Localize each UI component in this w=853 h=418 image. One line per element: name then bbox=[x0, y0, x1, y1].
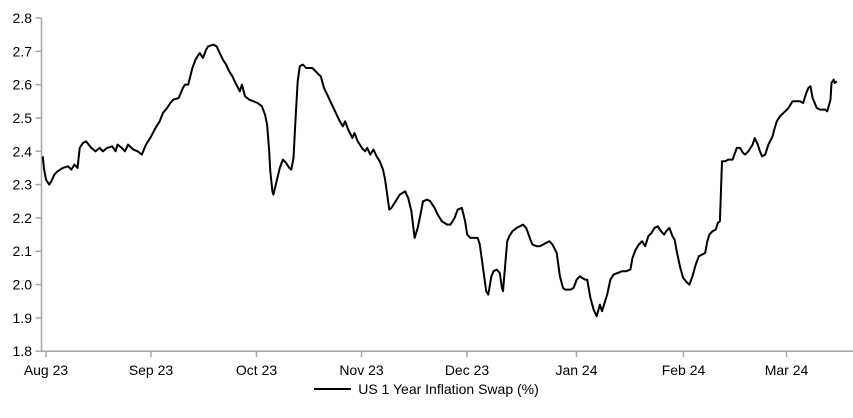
x-tick-label: Sep 23 bbox=[129, 362, 174, 378]
legend-label: US 1 Year Inflation Swap (%) bbox=[358, 381, 539, 397]
x-tick-label: Nov 23 bbox=[339, 362, 384, 378]
y-tick-label: 2.4 bbox=[13, 143, 33, 159]
y-tick-label: 2.3 bbox=[13, 177, 33, 193]
x-tick-label: Feb 24 bbox=[662, 362, 706, 378]
y-tick-label: 2.0 bbox=[13, 277, 33, 293]
series-line bbox=[41, 43, 838, 318]
y-tick-label: 1.8 bbox=[13, 343, 33, 359]
y-tick-label: 2.2 bbox=[13, 210, 33, 226]
y-tick-label: 1.9 bbox=[13, 310, 33, 326]
y-tick-label: 2.7 bbox=[13, 43, 33, 59]
x-tick-label: Mar 24 bbox=[765, 362, 809, 378]
x-tick-label: Jan 24 bbox=[555, 362, 597, 378]
x-tick-label: Oct 23 bbox=[236, 362, 277, 378]
x-tick-label: Aug 23 bbox=[24, 362, 69, 378]
y-tick-label: 2.5 bbox=[13, 110, 33, 126]
x-tick-label: Dec 23 bbox=[445, 362, 490, 378]
y-tick-label: 2.6 bbox=[13, 77, 33, 93]
legend: US 1 Year Inflation Swap (%) bbox=[0, 382, 853, 396]
y-tick-label: 2.8 bbox=[13, 10, 33, 26]
y-tick-label: 2.1 bbox=[13, 243, 33, 259]
legend-line-swatch bbox=[314, 388, 352, 390]
